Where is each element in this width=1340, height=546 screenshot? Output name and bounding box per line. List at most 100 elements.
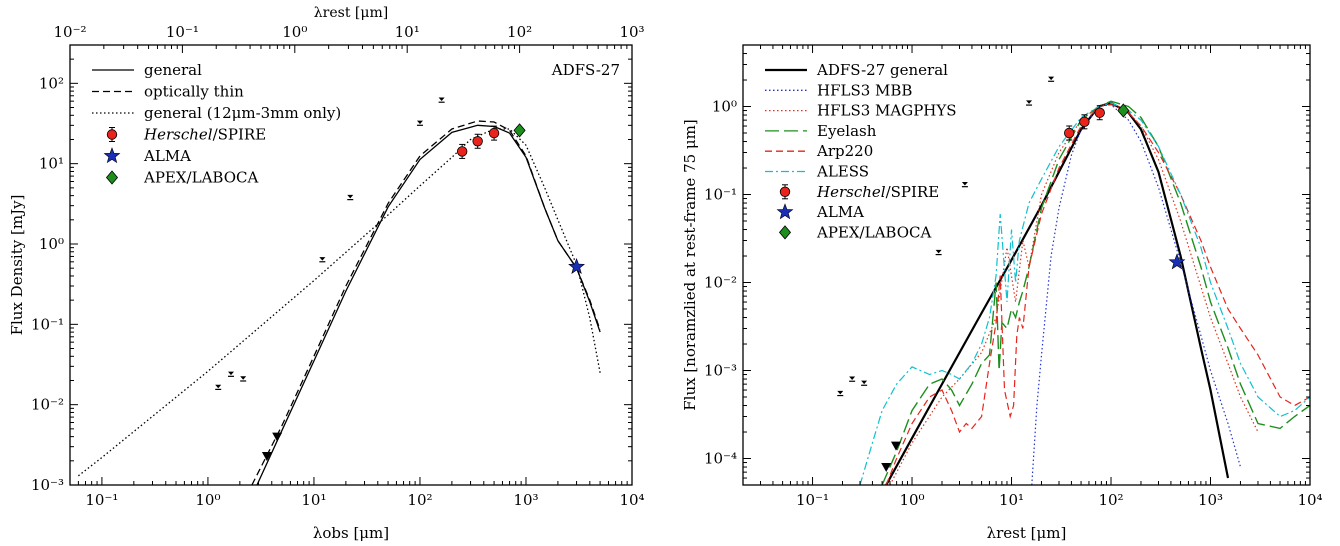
data-point-upper-limit: [861, 380, 868, 385]
legend-label: APEX/LABOCA: [816, 223, 931, 241]
data-point-upper-limit: [849, 376, 856, 381]
data-point-down-triangle: [891, 441, 902, 451]
plot-area: [78, 97, 601, 485]
top-x-tick-label: 10²: [507, 23, 532, 41]
legend-label: APEX/LABOCA: [143, 169, 258, 187]
legend-item: ALMA: [776, 203, 864, 221]
data-point-upper-limit: [1048, 76, 1055, 81]
y-axis-label: Flux [noramzlied at rest-frame 75 μm]: [681, 119, 699, 411]
data-point-down-triangle: [272, 432, 283, 442]
data-point-upper-limit: [961, 181, 968, 186]
x-tick-label: 10⁴: [1297, 491, 1322, 509]
legend-item: APEX/LABOCA: [778, 223, 931, 241]
legend-item: Eyelash: [765, 122, 877, 140]
data-point-circle: [456, 146, 468, 157]
data-point-circle: [488, 127, 500, 139]
legend-label-italic: Herschel: [816, 183, 886, 201]
data-point-down-triangle: [261, 451, 272, 461]
data-point-upper-limit: [347, 194, 354, 199]
legend-marker-star: [776, 203, 794, 220]
top-x-tick-label: 10⁻²: [53, 23, 86, 41]
legend-label: general (12μm-3mm only): [144, 104, 341, 122]
legend-item: ALMA: [103, 147, 191, 165]
plot-frame: [742, 44, 1311, 486]
top-x-tick-label: 10¹: [395, 23, 420, 41]
legend-item: APEX/LABOCA: [105, 169, 258, 187]
legend-label: Herschel/SPIRE: [816, 183, 939, 201]
series-line-3: [881, 100, 1310, 485]
legend-item: Herschel/SPIRE: [779, 183, 939, 201]
x-tick-label: 10⁰: [195, 491, 220, 509]
data-point-circle: [1094, 107, 1105, 118]
y-tick-label: 10⁻⁴: [704, 450, 737, 468]
data-point-circle: [1064, 127, 1075, 139]
legend-label: optically thin: [144, 83, 244, 101]
data-point-upper-limit: [416, 120, 423, 125]
legend-label: Herschel/SPIRE: [143, 126, 266, 144]
legend-item: HFLS3 MAGPHYS: [765, 102, 957, 120]
y-tick-label: 10²: [39, 74, 64, 92]
legend-item: ADFS-27 general: [765, 61, 948, 79]
y-tick-label: 10¹: [39, 155, 64, 173]
data-point-upper-limit: [215, 384, 222, 389]
series-line-5: [859, 102, 1310, 485]
top-x-tick-label: 10⁰: [282, 23, 307, 41]
legend-marker-diamond: [778, 225, 792, 240]
series-line-4: [885, 103, 1310, 485]
legend-item: ALESS: [765, 163, 869, 181]
legend-marker-circle: [779, 186, 791, 198]
legend-label: ALESS: [816, 163, 869, 181]
data-point-down-triangle: [881, 463, 892, 473]
panel-annotation: ADFS-27: [551, 61, 620, 79]
data-point-upper-limit: [438, 97, 445, 102]
data-point-upper-limit: [1026, 100, 1033, 104]
right-panel: 10⁻¹ 10⁰ 10¹ 10² 10³ 10⁴ 10⁻⁴ 10⁻³ 10⁻² 10⁻¹ 10⁰ λr…: [681, 44, 1323, 542]
legend-item: general: [92, 61, 202, 79]
y-tick-label: 10⁻³: [31, 476, 64, 494]
left-panel: 10⁻¹ 10⁰ 10¹ 10² 10³ 10⁴ 10⁻³ 10⁻² 10⁻¹ 10⁰ 10¹ 10²…: [8, 5, 645, 542]
data-point-star: [1168, 253, 1186, 270]
top-x-axis-label: λrest [μm]: [314, 5, 388, 21]
legend-label: general: [144, 61, 202, 79]
y-tick-label: 10⁻¹: [31, 315, 64, 333]
legend-item: Arp220: [765, 142, 873, 160]
data-point-circle: [472, 136, 483, 147]
y-tick-label: 10⁻³: [704, 362, 737, 380]
series-line-0: [256, 124, 601, 485]
legend-label: Arp220: [816, 142, 873, 160]
legend-label: ADFS-27 general: [816, 61, 948, 79]
plot-area: [837, 76, 1310, 485]
top-x-tick-label: 10³: [619, 23, 644, 41]
legend-label: ALMA: [143, 147, 191, 165]
x-tick-label: 10⁰: [899, 491, 924, 509]
x-tick-label: 10²: [407, 491, 432, 509]
data-point-upper-limit: [319, 257, 326, 261]
data-point-star: [568, 257, 585, 274]
x-axis-label: λrest [μm]: [987, 524, 1067, 542]
series-line-2: [889, 102, 1259, 485]
legend-marker-star: [103, 147, 121, 164]
x-tick-label: 10⁴: [619, 491, 644, 509]
legend: general optically thin general (12μm-3mm o…: [92, 61, 341, 187]
data-point-circle: [1079, 116, 1090, 128]
x-tick-label: 10³: [513, 491, 538, 509]
legend-marker-diamond: [105, 170, 119, 185]
y-tick-label: 10⁻¹: [704, 186, 737, 204]
y-tick-label: 10⁰: [39, 235, 64, 253]
data-point-diamond: [513, 123, 526, 138]
series-line-2: [78, 128, 601, 477]
legend-label-italic: Herschel: [143, 126, 213, 144]
y-tick-label: 10⁻²: [31, 396, 64, 414]
legend-item: optically thin: [92, 83, 244, 101]
x-tick-label: 10⁻¹: [85, 491, 118, 509]
y-tick-label: 10⁰: [712, 98, 737, 116]
data-point-upper-limit: [227, 371, 234, 376]
x-tick-label: 10¹: [999, 491, 1024, 509]
legend-item: general (12μm-3mm only): [92, 104, 341, 122]
legend-label: HFLS3 MAGPHYS: [817, 102, 957, 120]
legend-label: ALMA: [816, 203, 864, 221]
legend-label: Eyelash: [817, 122, 877, 140]
data-point-upper-limit: [837, 390, 844, 395]
series-line-0: [885, 101, 1230, 485]
